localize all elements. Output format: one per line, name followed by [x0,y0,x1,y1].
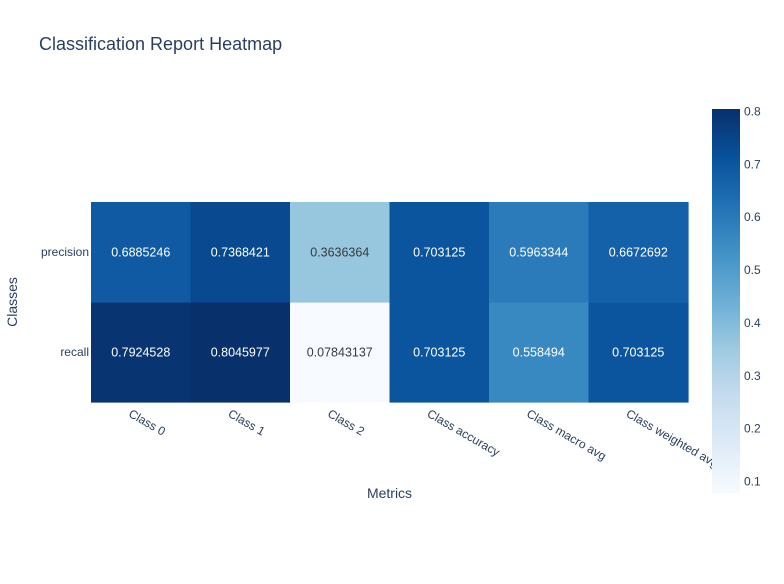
cell-value-label: 0.5963344 [509,246,568,260]
heatmap-cell [588,202,689,303]
colorbar: 0.1 0.2 0.3 0.4 0.5 0.6 0.7 0.8 [712,104,761,493]
cell-value-label: 0.7368421 [211,246,270,260]
heatmap-cell [190,202,291,303]
cell-value-label: 0.6672692 [609,246,668,260]
heatmap-cell [389,202,490,303]
x-tick-label: Class weighted avg [624,406,721,470]
x-tick-label: Class 0 [126,406,168,438]
chart-title: Classification Report Heatmap [39,34,282,54]
cell-value-label: 0.7924528 [111,346,170,360]
heatmap-cell [190,302,291,403]
colorbar-tick-label: 0.8 [744,104,761,118]
colorbar-tick-label: 0.4 [744,316,761,330]
cell-value-label: 0.6885246 [111,246,170,260]
x-tick-label: Class 1 [226,406,268,438]
x-tick-label: Class accuracy [425,406,502,459]
cell-value-label: 0.703125 [413,346,465,360]
heatmap-cell [389,302,490,403]
colorbar-tick-label: 0.3 [744,369,761,383]
colorbar-tick-label: 0.2 [744,422,761,436]
heatmap-cell [290,302,391,403]
y-axis-title: Classes [4,277,20,327]
cell-value-label: 0.703125 [413,246,465,260]
heatmap-cell [290,202,391,303]
y-tick-label: recall [60,345,89,359]
cell-value-label: 0.3636364 [310,246,369,260]
cell-value-label: 0.07843137 [307,346,373,360]
x-axis-title: Metrics [367,485,412,501]
x-axis-ticks: Class 0 Class 1 Class 2 Class accuracy Class… [126,406,721,470]
y-tick-label: precision [41,245,89,259]
heatmap-cell [489,202,590,303]
heatmap-cells: 0.7924528 0.8045977 0.07843137 0.703125 0.55… [91,202,689,403]
x-tick-label: Class macro avg [524,406,608,463]
y-axis-ticks: recall precision [41,245,89,359]
cell-value-label: 0.558494 [513,346,565,360]
colorbar-tick-label: 0.1 [744,475,761,489]
heatmap-cell [588,302,689,403]
cell-value-label: 0.703125 [612,346,664,360]
cell-value-label: 0.8045977 [211,346,270,360]
heatmap-cell [91,202,192,303]
heatmap-cell [489,302,590,403]
colorbar-tick-label: 0.6 [744,210,761,224]
x-tick-label: Class 2 [325,406,367,438]
colorbar-tick-label: 0.7 [744,157,761,171]
heatmap-cell [91,302,192,403]
colorbar-ticks: 0.1 0.2 0.3 0.4 0.5 0.6 0.7 0.8 [744,104,761,488]
colorbar-tick-label: 0.5 [744,263,761,277]
colorbar-gradient [712,109,740,493]
